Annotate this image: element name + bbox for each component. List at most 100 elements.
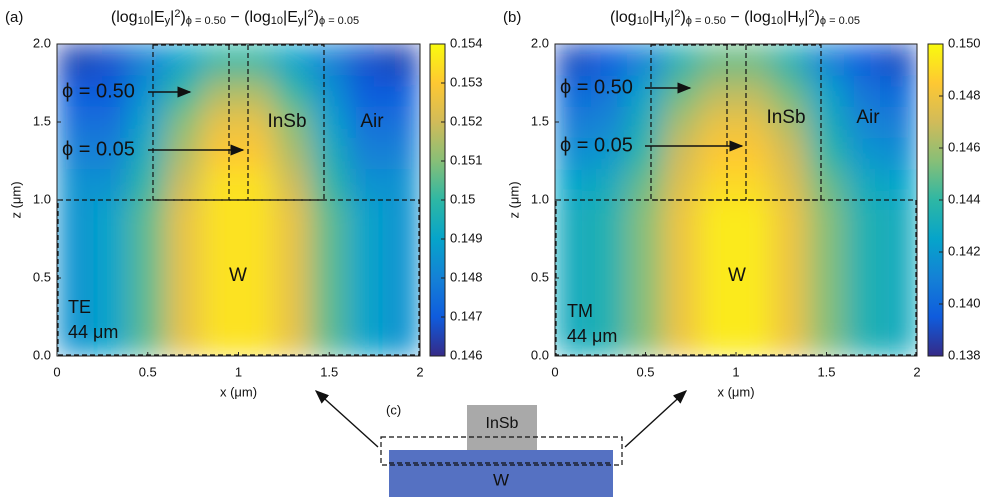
heatmap-cell	[699, 324, 737, 356]
heatmap-cell	[807, 74, 846, 107]
core-outline	[650, 44, 822, 201]
annotation: ϕ = 0.50	[62, 80, 135, 102]
colorbar-tick-label: 0.153	[450, 74, 483, 89]
heatmap-cell	[201, 105, 239, 139]
annotation: Air	[856, 107, 880, 128]
title-part: )	[314, 9, 319, 26]
heatmap-cell	[663, 293, 701, 326]
heatmap-cell	[129, 199, 167, 232]
heatmap-cell	[383, 199, 420, 232]
heatmap-cell	[735, 261, 773, 295]
heatmap-cell	[129, 324, 167, 356]
title-part: ϕ = 0.50	[686, 15, 726, 27]
colorbar-tick-label: 0.148	[450, 269, 483, 284]
heatmap-cell	[555, 74, 592, 107]
title-part: )	[680, 9, 685, 26]
heatmap-cell	[735, 199, 773, 232]
heatmap-cell	[663, 261, 701, 295]
heatmap-cell	[699, 105, 737, 139]
heatmap-cell	[129, 105, 167, 139]
heatmap-cell	[346, 137, 385, 170]
heatmap-cell	[663, 168, 701, 201]
title-part: 10	[771, 15, 783, 27]
title-part: |E	[150, 9, 165, 26]
annotation: ϕ = 0.50	[560, 76, 633, 98]
heatmap-cell	[274, 137, 312, 170]
heatmap-cell	[201, 324, 239, 356]
heatmap-cell	[201, 44, 239, 76]
heatmap-cell	[807, 105, 846, 139]
heatmap-cell	[201, 168, 239, 201]
heatmap-cell	[383, 137, 420, 170]
heatmap-cell	[699, 230, 737, 263]
heatmap-cell	[238, 199, 276, 232]
heatmap-cell	[238, 105, 276, 139]
heatmap-cell	[274, 324, 312, 356]
heatmap-cell	[346, 324, 385, 356]
y-tick-label: 2.0	[33, 35, 51, 50]
heatmap-cell	[663, 199, 701, 232]
heatmap-cell	[807, 168, 846, 201]
heatmap-cell	[383, 44, 420, 76]
title-part: y	[799, 15, 805, 27]
heatmap-cell	[590, 74, 628, 107]
heatmap-cell	[201, 74, 239, 107]
heatmap-cell	[880, 324, 917, 356]
heatmap-cell	[735, 168, 773, 201]
heatmap-cell	[590, 293, 628, 326]
heatmap-cell	[165, 324, 203, 356]
heatmap-cell	[57, 137, 94, 170]
colorbar-tick-label: 0.144	[948, 191, 981, 206]
heatmap-cell	[555, 199, 592, 232]
colorbar-tick-label: 0.142	[948, 243, 981, 258]
heatmap-cell	[92, 199, 131, 232]
heatmap-cell	[346, 230, 385, 263]
x-tick-label: 2	[913, 364, 920, 379]
panel-label: (b)	[503, 9, 521, 26]
x-tick-label: 1.5	[320, 364, 338, 379]
heatmap-cell	[383, 105, 420, 139]
heatmap-cell	[590, 44, 628, 76]
heatmap-cell	[92, 137, 131, 170]
y-tick-label: 1.0	[33, 191, 51, 206]
y-tick-label: 0.5	[33, 269, 51, 284]
colorbar-tick-label: 0.146	[450, 347, 483, 362]
heatmap-cell	[92, 44, 131, 76]
heatmap-cell	[555, 137, 592, 170]
heatmap-cell	[274, 168, 312, 201]
heatmap-cell	[807, 230, 846, 263]
heatmap-cell	[663, 230, 701, 263]
heatmap-cell	[383, 230, 420, 263]
heatmap-cell	[699, 44, 737, 76]
core-label: InSb	[486, 415, 519, 432]
heatmaps	[57, 44, 917, 356]
heatmap-cell	[555, 44, 592, 76]
title-part: 2	[174, 8, 180, 20]
heatmap-cell	[238, 293, 276, 326]
heatmap-cell	[57, 168, 94, 201]
annotation: TE	[68, 297, 91, 317]
heatmap-cell	[735, 105, 773, 139]
heatmap-cell	[735, 293, 773, 326]
title-part: |H	[783, 9, 799, 26]
title-part: |E	[283, 9, 298, 26]
y-tick-label: 0.0	[33, 347, 51, 362]
heatmap-cell	[238, 261, 276, 295]
heatmap-cell	[274, 261, 312, 295]
heatmap-cell	[274, 44, 312, 76]
y-axis-label: z (μm)	[506, 181, 521, 218]
panel-label: (c)	[386, 402, 401, 417]
heatmap-cell	[626, 168, 665, 201]
title-part: − (log	[226, 9, 271, 26]
heatmap-cell	[735, 74, 773, 107]
heatmap-cell	[880, 168, 917, 201]
heatmap-cell	[165, 105, 203, 139]
heatmap-cell	[590, 261, 628, 295]
heatmap-cell	[57, 74, 94, 107]
heatmap-cell	[626, 199, 665, 232]
heatmap-cell	[310, 324, 348, 356]
heatmap-cell	[807, 261, 846, 295]
colorbar-tick-label: 0.150	[948, 35, 981, 50]
heatmap-cell	[57, 293, 94, 326]
